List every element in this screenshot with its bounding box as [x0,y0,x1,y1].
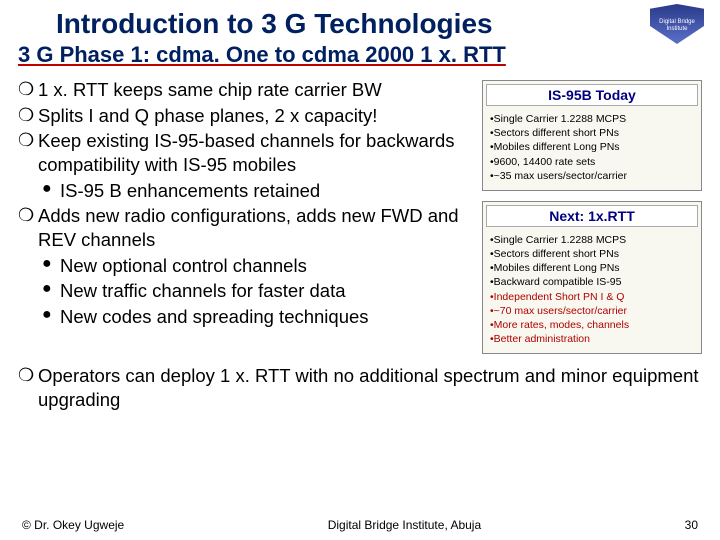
side-panel: IS-95B Today•Single Carrier 1.2288 MCPS•… [482,80,702,191]
panel-line: •~35 max users/sector/carrier [490,169,694,183]
shield-icon: Digital Bridge Institute [650,4,704,44]
bullet-list: ❍1 x. RTT keeps same chip rate carrier B… [18,78,474,354]
list-item: ❍Keep existing IS-95-based channels for … [18,129,474,176]
list-item: ❍ Operators can deploy 1 x. RTT with no … [18,364,702,411]
panel-line: •Mobiles different Long PNs [490,261,694,275]
panel-line: •Sectors different short PNs [490,247,694,261]
panel-title: Next: 1x.RTT [486,205,698,227]
footer: © Dr. Okey Ugweje Digital Bridge Institu… [0,518,720,532]
panel-line: •Backward compatible IS-95 [490,275,694,289]
bullet-text: Operators can deploy 1 x. RTT with no ad… [38,364,702,411]
footer-left: © Dr. Okey Ugweje [22,518,124,532]
list-item: ❍1 x. RTT keeps same chip rate carrier B… [18,78,474,102]
bottom-bullet-wrap: ❍ Operators can deploy 1 x. RTT with no … [18,364,702,411]
content-row: ❍1 x. RTT keeps same chip rate carrier B… [18,78,702,354]
slide-subtitle: 3 G Phase 1: cdma. One to cdma 2000 1 x.… [18,42,702,68]
bullet-marker: ❍ [18,78,38,102]
panel-line: •Independent Short PN I & Q [490,290,694,304]
bullet-text: New codes and spreading techniques [60,305,369,329]
list-item: ❍Adds new radio configurations, adds new… [18,204,474,251]
panel-title: IS-95B Today [486,84,698,106]
bullet-marker: ● [42,254,60,278]
bullet-text: Adds new radio configurations, adds new … [38,204,474,251]
bullet-marker: ● [42,179,60,203]
bullet-text: IS-95 B enhancements retained [60,179,320,203]
panel-body: •Single Carrier 1.2288 MCPS•Sectors diff… [486,110,698,187]
bullet-text: New optional control channels [60,254,307,278]
side-panel: Next: 1x.RTT•Single Carrier 1.2288 MCPS•… [482,201,702,354]
panel-line: •9600, 14400 rate sets [490,155,694,169]
bullet-marker: ● [42,279,60,303]
bullet-text: New traffic channels for faster data [60,279,346,303]
footer-center: Digital Bridge Institute, Abuja [328,518,481,532]
panel-line: •Mobiles different Long PNs [490,140,694,154]
panel-line: •~70 max users/sector/carrier [490,304,694,318]
panel-line: •Single Carrier 1.2288 MCPS [490,112,694,126]
bullet-text: 1 x. RTT keeps same chip rate carrier BW [38,78,382,102]
panel-body: •Single Carrier 1.2288 MCPS•Sectors diff… [486,231,698,350]
side-panels: IS-95B Today•Single Carrier 1.2288 MCPS•… [482,78,702,354]
list-item: ●New optional control channels [42,254,474,278]
list-item: ●New traffic channels for faster data [42,279,474,303]
bullet-marker: ● [42,305,60,329]
slide-title: Introduction to 3 G Technologies [18,8,702,40]
logo-text: Digital Bridge Institute [650,19,704,32]
list-item: ❍Splits I and Q phase planes, 2 x capaci… [18,104,474,128]
bullet-text: Keep existing IS-95-based channels for b… [38,129,474,176]
panel-line: •Single Carrier 1.2288 MCPS [490,233,694,247]
bullet-marker: ❍ [18,204,38,251]
bullet-marker: ❍ [18,129,38,176]
list-item: ●IS-95 B enhancements retained [42,179,474,203]
panel-line: •Sectors different short PNs [490,126,694,140]
bullet-text: Splits I and Q phase planes, 2 x capacit… [38,104,377,128]
bullet-marker: ❍ [18,364,38,411]
logo: Digital Bridge Institute [650,4,710,50]
footer-right: 30 [685,518,698,532]
panel-line: •Better administration [490,332,694,346]
list-item: ●New codes and spreading techniques [42,305,474,329]
panel-line: •More rates, modes, channels [490,318,694,332]
bullet-marker: ❍ [18,104,38,128]
